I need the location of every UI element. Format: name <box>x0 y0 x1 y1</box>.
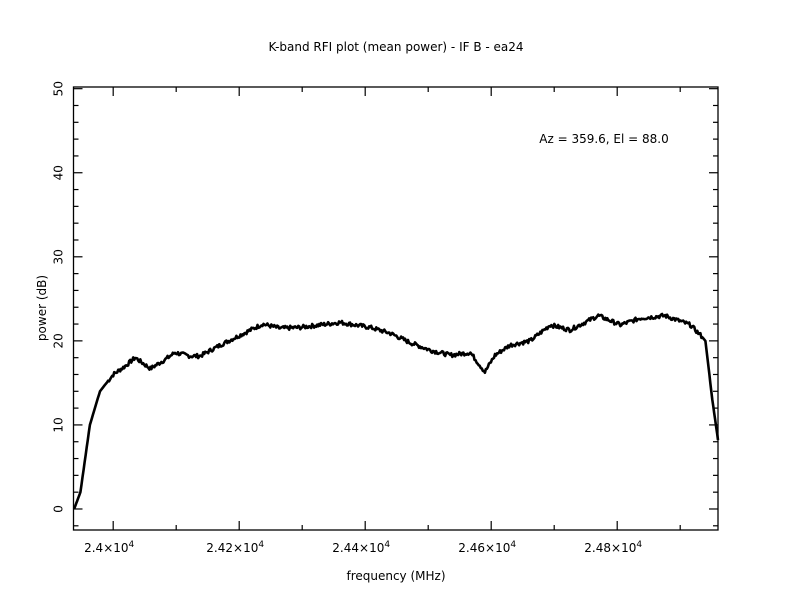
y-tick-label: 40 <box>52 165 66 180</box>
plot-frame <box>72 86 719 531</box>
x-tick-label: 2.42×104 <box>206 540 264 555</box>
annotation-az-el: Az = 359.6, El = 88.0 <box>539 132 669 146</box>
chart-title: K-band RFI plot (mean power) - IF B - ea… <box>268 40 523 54</box>
y-tick-label: 50 <box>52 81 66 96</box>
y-tick-label: 20 <box>52 333 66 348</box>
y-tick-label: 30 <box>52 249 66 264</box>
x-tick-label: 2.46×104 <box>458 540 516 555</box>
x-tick-label: 2.48×104 <box>584 540 642 555</box>
x-tick-label: 2.4×104 <box>84 540 134 555</box>
series-line-mean-power <box>72 312 720 510</box>
x-axis-label: frequency (MHz) <box>346 569 445 583</box>
y-tick-label: 0 <box>52 505 66 513</box>
y-axis-label: power (dB) <box>35 275 49 341</box>
x-tick-label: 2.44×104 <box>332 540 390 555</box>
y-tick-label: 10 <box>52 417 66 432</box>
